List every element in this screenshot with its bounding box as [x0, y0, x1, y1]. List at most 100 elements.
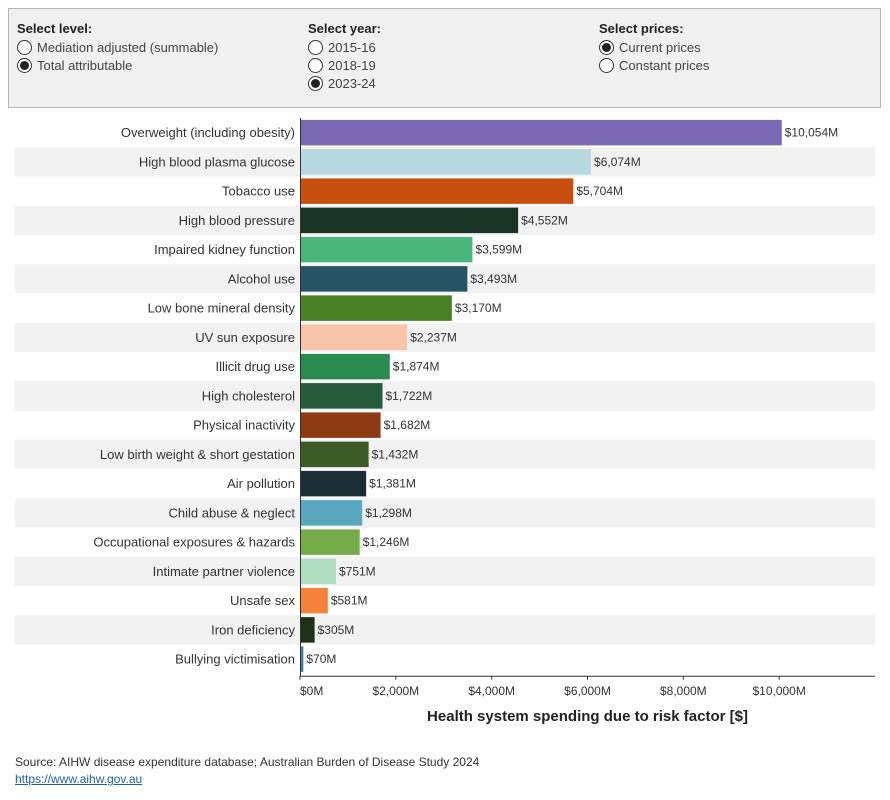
bar	[300, 353, 390, 380]
category-label: Impaired kidney function	[154, 242, 295, 257]
bar	[300, 149, 592, 175]
category-label: Unsafe sex	[230, 593, 296, 608]
filter-panel: Select level: Mediation adjusted (summab…	[8, 8, 881, 108]
radio-button-icon[interactable]	[17, 57, 32, 73]
x-axis-title: Health system spending due to risk facto…	[427, 708, 748, 725]
prices-option-label: Current prices	[619, 39, 701, 55]
data-label: $5,704M	[576, 184, 623, 198]
category-label: Illicit drug use	[216, 359, 295, 374]
category-label: High cholesterol	[202, 388, 295, 403]
data-label: $4,552M	[521, 213, 568, 227]
category-label: Overweight (including obesity)	[121, 125, 295, 140]
radio-button-icon[interactable]	[599, 39, 614, 55]
bar	[300, 236, 473, 263]
year-filter-title: Select year:	[308, 21, 381, 36]
year-option-label: 2018-19	[328, 57, 376, 73]
bar	[300, 617, 315, 643]
bar	[300, 207, 519, 234]
data-label: $3,599M	[475, 243, 522, 257]
bar	[300, 295, 452, 321]
bar	[300, 383, 383, 409]
data-label: $305M	[318, 623, 355, 637]
level-option-1[interactable]: Total attributable	[17, 56, 218, 74]
prices-filter: Select prices: Current prices Constant p…	[599, 20, 709, 74]
level-filter: Select level: Mediation adjusted (summab…	[17, 20, 218, 74]
bar	[300, 646, 304, 672]
bar	[300, 119, 782, 146]
level-filter-title: Select level:	[17, 21, 93, 36]
bar	[300, 470, 367, 497]
prices-filter-title: Select prices:	[599, 21, 684, 36]
row-band	[15, 615, 875, 645]
data-label: $2,237M	[410, 330, 457, 344]
x-tick-label: $4,000M	[468, 684, 515, 698]
category-label: Alcohol use	[228, 271, 295, 286]
category-label: Low bone mineral density	[148, 301, 296, 316]
bar	[300, 178, 574, 204]
bar	[300, 266, 468, 292]
bar	[300, 441, 369, 468]
radio-button-icon[interactable]	[308, 39, 323, 55]
year-option-label: 2023-24	[328, 75, 376, 91]
data-label: $1,722M	[386, 389, 433, 403]
source-note: Source: AIHW disease expenditure databas…	[15, 754, 479, 788]
category-label: Child abuse & neglect	[169, 505, 296, 520]
row-band	[15, 439, 875, 469]
radio-button-icon[interactable]	[308, 57, 323, 73]
radio-button-icon[interactable]	[308, 75, 323, 91]
year-option-label: 2015-16	[328, 39, 376, 55]
radio-button-icon[interactable]	[599, 57, 614, 73]
x-tick-label: $6,000M	[564, 684, 611, 698]
level-option-0[interactable]: Mediation adjusted (summable)	[17, 38, 218, 56]
x-tick-label: $8,000M	[660, 684, 707, 698]
year-filter: Select year: 2015-16 2018-19 2023-24	[308, 20, 381, 92]
year-option-0[interactable]: 2015-16	[308, 38, 381, 56]
category-label: Physical inactivity	[193, 418, 295, 433]
category-label: High blood pressure	[179, 213, 295, 228]
data-label: $1,298M	[365, 506, 412, 520]
category-label: Occupational exposures & hazards	[93, 535, 295, 550]
bar-chart: Overweight (including obesity) $10,054M Hi…	[15, 118, 875, 725]
bar	[300, 412, 381, 438]
source-text: Source: AIHW disease expenditure databas…	[15, 755, 480, 769]
source-link[interactable]: https://www.aihw.gov.au	[15, 772, 143, 786]
category-label: Iron deficiency	[211, 622, 295, 637]
row-band	[15, 381, 875, 411]
row-band	[15, 322, 875, 352]
row-band	[15, 556, 875, 586]
data-label: $10,054M	[785, 126, 838, 140]
category-label: Tobacco use	[222, 184, 295, 199]
radio-button-icon[interactable]	[17, 39, 32, 55]
data-label: $1,246M	[363, 535, 410, 549]
data-label: $3,493M	[470, 272, 517, 286]
x-tick-label: $2,000M	[372, 684, 419, 698]
x-tick-label: $10,000M	[752, 684, 805, 698]
data-label: $1,874M	[393, 360, 440, 374]
x-tick-label: $0M	[300, 684, 323, 698]
data-label: $1,682M	[384, 418, 431, 432]
prices-option-1[interactable]: Constant prices	[599, 56, 709, 74]
category-label: Low birth weight & short gestation	[100, 447, 295, 462]
year-option-2[interactable]: 2023-24	[308, 74, 381, 92]
level-option-label: Total attributable	[37, 57, 133, 73]
row-band	[15, 498, 875, 528]
bar	[300, 529, 360, 555]
prices-option-0[interactable]: Current prices	[599, 38, 709, 56]
category-label: Air pollution	[227, 476, 295, 491]
data-label: $70M	[306, 652, 336, 666]
category-label: Bullying victimisation	[175, 652, 295, 667]
data-label: $6,074M	[594, 155, 641, 169]
bar	[300, 324, 408, 351]
category-label: Intimate partner violence	[153, 564, 295, 579]
data-label: $1,432M	[372, 447, 419, 461]
data-label: $1,381M	[369, 477, 416, 491]
year-option-1[interactable]: 2018-19	[308, 56, 381, 74]
level-option-label: Mediation adjusted (summable)	[37, 39, 219, 55]
category-label: UV sun exposure	[195, 330, 295, 345]
prices-option-label: Constant prices	[619, 57, 710, 73]
category-label: High blood plasma glucose	[139, 154, 295, 169]
data-label: $3,170M	[455, 301, 502, 315]
bar	[300, 587, 328, 614]
bar	[300, 500, 363, 526]
data-label: $751M	[339, 564, 376, 578]
